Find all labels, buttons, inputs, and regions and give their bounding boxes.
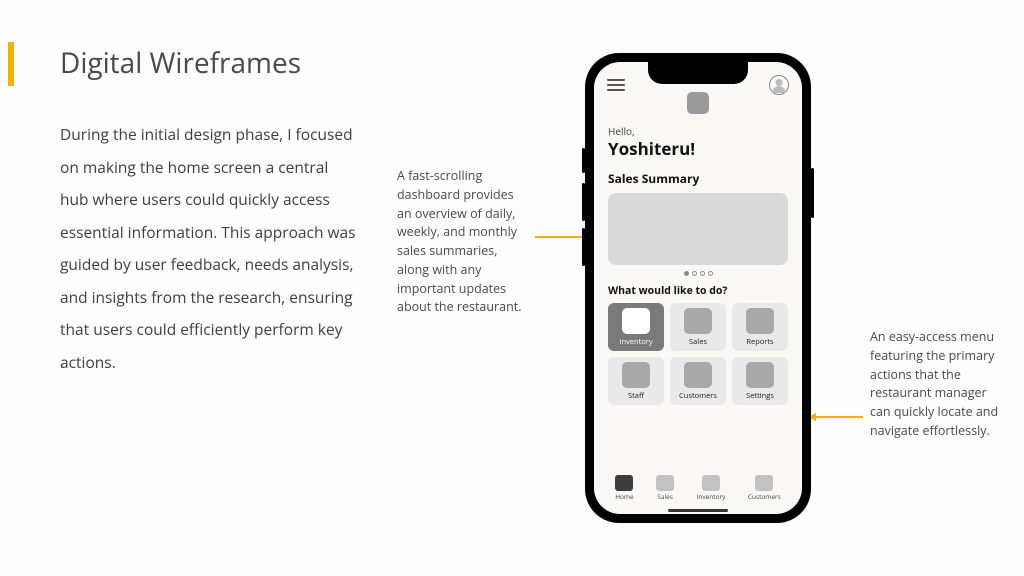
action-tile[interactable]: Reports — [732, 303, 788, 351]
nav-item[interactable]: Home — [615, 475, 633, 501]
nav-label: Sales — [657, 492, 673, 501]
home-indicator — [668, 509, 728, 512]
action-grid: Inventory Sales Reports Staff Customers Setti… — [608, 303, 788, 405]
carousel-dot[interactable] — [708, 271, 713, 276]
action-tile[interactable]: Staff — [608, 357, 664, 405]
tile-label: Customers — [679, 391, 717, 401]
action-tile[interactable]: Customers — [670, 357, 726, 405]
carousel-dot[interactable] — [692, 271, 697, 276]
hamburger-icon[interactable] — [607, 79, 625, 91]
tile-label: Inventory — [619, 337, 652, 347]
logo-placeholder — [687, 92, 709, 114]
nav-item[interactable]: Inventory — [697, 475, 726, 501]
phone-screen: Hello, Yoshiteru! Sales Summary What wou… — [594, 62, 802, 514]
bottom-nav: Home Sales Inventory Customers — [604, 468, 792, 508]
nav-label: Inventory — [697, 492, 726, 501]
nav-icon — [755, 475, 773, 491]
tile-icon — [622, 308, 650, 334]
annotation-dashboard: A fast-scrolling dashboard provides an o… — [397, 167, 527, 317]
accent-bar — [8, 42, 14, 86]
tile-label: Staff — [628, 391, 644, 401]
nav-item[interactable]: Sales — [656, 475, 674, 501]
carousel-dots[interactable] — [608, 271, 788, 276]
tile-icon — [746, 362, 774, 388]
sales-summary-title: Sales Summary — [608, 170, 788, 187]
tile-icon — [746, 308, 774, 334]
tile-icon — [684, 308, 712, 334]
tile-label: Sales — [689, 337, 707, 347]
nav-icon — [656, 475, 674, 491]
arrow-right — [815, 416, 863, 418]
action-tile[interactable]: Settings — [732, 357, 788, 405]
tile-label: Reports — [746, 337, 773, 347]
nav-label: Customers — [748, 492, 781, 501]
page-title: Digital Wireframes — [60, 44, 301, 82]
username-label: Yoshiteru! — [608, 137, 788, 160]
tile-icon — [622, 362, 650, 388]
nav-icon — [615, 475, 633, 491]
body-paragraph: During the initial design phase, I focus… — [60, 118, 360, 378]
action-tile[interactable]: Inventory — [608, 303, 664, 351]
arrow-left — [535, 236, 583, 238]
sales-summary-card[interactable] — [608, 193, 788, 265]
action-prompt: What would like to do? — [608, 284, 788, 298]
nav-label: Home — [615, 492, 633, 501]
carousel-dot[interactable] — [684, 271, 689, 276]
nav-icon — [702, 475, 720, 491]
nav-item[interactable]: Customers — [748, 475, 781, 501]
action-tile[interactable]: Sales — [670, 303, 726, 351]
annotation-menu: An easy-access menu featuring the primar… — [870, 328, 1000, 441]
tile-label: Settings — [746, 391, 774, 401]
carousel-dot[interactable] — [700, 271, 705, 276]
greeting-label: Hello, — [608, 124, 788, 138]
avatar-icon[interactable] — [769, 75, 789, 95]
tile-icon — [684, 362, 712, 388]
phone-mockup: Hello, Yoshiteru! Sales Summary What wou… — [585, 53, 811, 523]
